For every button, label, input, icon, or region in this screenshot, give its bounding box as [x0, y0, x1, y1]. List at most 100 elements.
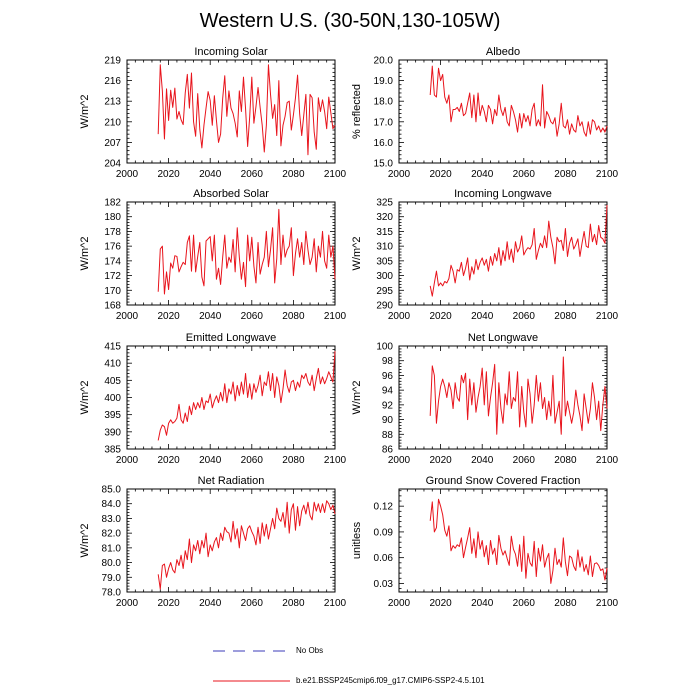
x-tick-label: 2100 [324, 311, 347, 322]
series-line [157, 351, 336, 441]
x-tick-label: 2100 [596, 311, 619, 322]
x-tick-label: 2060 [513, 311, 536, 322]
y-axis-label: W/m^2 [351, 381, 363, 415]
x-tick-label: 2060 [241, 169, 264, 180]
y-tick-label: 320 [376, 212, 393, 223]
x-tick-label: 2080 [282, 311, 305, 322]
x-tick-label: 2020 [157, 598, 180, 609]
panel-title: Absorbed Solar [193, 188, 269, 200]
x-tick-label: 2100 [324, 455, 347, 466]
panel-ground-snow-covered-fraction: Ground Snow Covered Fraction unitless 2000… [351, 475, 619, 609]
x-tick-label: 2060 [513, 598, 536, 609]
y-tick-label: 79.0 [102, 573, 122, 584]
x-tick-label: 2000 [388, 598, 411, 609]
y-tick-label: 84.0 [102, 499, 122, 510]
y-tick-label: 170 [104, 286, 121, 297]
series-line [157, 64, 336, 156]
y-tick-label: 19.0 [374, 76, 394, 87]
y-tick-label: 85.0 [102, 485, 122, 496]
x-tick-label: 2040 [199, 598, 222, 609]
y-tick-label: 0.03 [374, 579, 394, 590]
x-tick-label: 2080 [282, 455, 305, 466]
x-tick-label: 2000 [388, 311, 411, 322]
y-axis-label: % reflected [351, 84, 363, 139]
y-tick-label: 390 [104, 427, 121, 438]
y-axis-label: W/m^2 [351, 237, 363, 271]
x-tick-label: 2000 [116, 598, 139, 609]
y-tick-label: 310 [376, 242, 393, 253]
panel-title: Incoming Longwave [454, 188, 552, 200]
x-tick-label: 2020 [429, 169, 452, 180]
x-tick-label: 2080 [282, 598, 305, 609]
x-tick-label: 2080 [282, 169, 305, 180]
x-tick-label: 2020 [429, 455, 452, 466]
y-tick-label: 88 [382, 430, 394, 441]
panel-incoming-longwave: Incoming Longwave W/m^2 2000 2020 2040 2060 20… [351, 188, 619, 322]
y-tick-label: 182 [104, 198, 121, 209]
y-axis-label: W/m^2 [79, 381, 91, 415]
x-tick-label: 2100 [596, 598, 619, 609]
x-tick-label: 2060 [241, 598, 264, 609]
y-axis-label: W/m^2 [79, 237, 91, 271]
y-tick-label: 80.0 [102, 558, 122, 569]
panel-emitted-longwave: Emitted Longwave W/m^2 2000 2020 2040 2060 208… [79, 332, 347, 466]
y-tick-label: 0.06 [374, 553, 394, 564]
y-tick-label: 216 [104, 76, 121, 87]
plot-frame [126, 345, 336, 450]
y-tick-label: 176 [104, 242, 121, 253]
y-tick-label: 300 [376, 271, 393, 282]
panel-title: Net Radiation [198, 475, 265, 487]
y-tick-label: 86 [382, 445, 394, 456]
y-tick-label: 92 [382, 400, 394, 411]
x-tick-label: 2060 [241, 455, 264, 466]
y-axis-label: W/m^2 [79, 524, 91, 558]
x-tick-label: 2060 [513, 169, 536, 180]
panel-title: Albedo [486, 46, 520, 58]
y-tick-label: 172 [104, 271, 121, 282]
figure-title: Western U.S. (30-50N,130-105W) [199, 10, 501, 32]
y-tick-label: 17.0 [374, 117, 394, 128]
x-tick-label: 2040 [199, 169, 222, 180]
y-tick-label: 415 [104, 342, 121, 353]
y-tick-label: 168 [104, 301, 121, 312]
x-tick-label: 2000 [116, 169, 139, 180]
y-tick-label: 210 [104, 117, 121, 128]
panel-incoming-solar: Incoming Solar W/m^2 2000 2020 2040 2060 2080 2… [79, 46, 347, 180]
x-tick-label: 2020 [157, 455, 180, 466]
y-tick-label: 98 [382, 356, 394, 367]
y-tick-label: 0.12 [374, 502, 394, 513]
x-tick-label: 2040 [471, 598, 494, 609]
y-tick-label: 213 [104, 97, 121, 108]
x-tick-label: 2080 [554, 598, 577, 609]
x-tick-label: 2020 [157, 311, 180, 322]
panel-net-radiation: Net Radiation W/m^2 2000 2020 2040 2060 2080 21… [79, 475, 347, 609]
y-tick-label: 395 [104, 410, 121, 421]
y-tick-label: 82.0 [102, 529, 122, 540]
y-tick-label: 295 [376, 286, 393, 297]
y-axis-label: W/m^2 [79, 95, 91, 129]
y-tick-label: 16.0 [374, 138, 394, 149]
series-line [429, 65, 608, 137]
y-tick-label: 18.0 [374, 97, 394, 108]
y-tick-label: 15.0 [374, 159, 394, 170]
y-tick-label: 96 [382, 371, 394, 382]
y-tick-label: 100 [376, 342, 393, 353]
x-tick-label: 2020 [157, 169, 180, 180]
panel-title: Emitted Longwave [186, 332, 277, 344]
y-tick-label: 385 [104, 445, 121, 456]
x-tick-label: 2080 [554, 169, 577, 180]
x-tick-label: 2000 [116, 311, 139, 322]
y-tick-label: 325 [376, 198, 393, 209]
y-tick-label: 180 [104, 212, 121, 223]
x-tick-label: 2040 [471, 455, 494, 466]
plot-frame [126, 59, 336, 164]
panel-title: Incoming Solar [194, 46, 268, 58]
plot-frame [398, 201, 608, 306]
series-line [157, 208, 336, 295]
y-tick-label: 83.0 [102, 514, 122, 525]
x-tick-label: 2040 [199, 311, 222, 322]
x-tick-label: 2100 [596, 455, 619, 466]
y-tick-label: 219 [104, 56, 121, 67]
x-tick-label: 2040 [471, 311, 494, 322]
